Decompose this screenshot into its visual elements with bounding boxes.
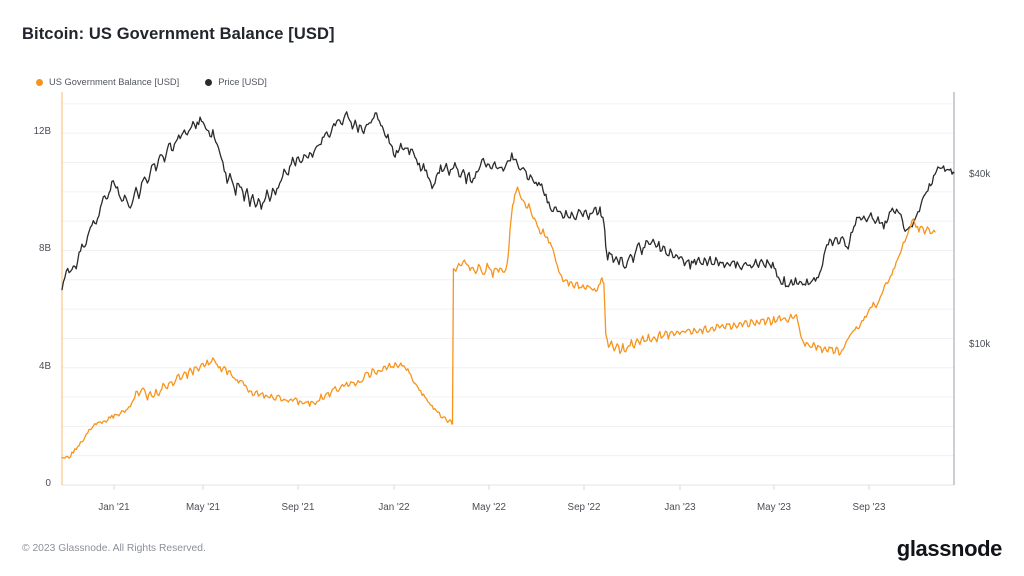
page-title: Bitcoin: US Government Balance [USD] xyxy=(22,25,335,43)
x-axis-tick-0: Jan '21 xyxy=(98,502,130,513)
y-axis-left-tick-2: 8B xyxy=(39,243,51,255)
legend-item-price[interactable]: Price [USD] xyxy=(205,77,267,87)
y-axis-left-tick-0: 0 xyxy=(45,478,51,489)
orange-dot-icon xyxy=(36,78,43,86)
legend-item-us-government-balance[interactable]: US Government Balance [USD] xyxy=(36,77,179,87)
y-axis-left-tick-3: 12B xyxy=(33,126,51,138)
chart-legend: US Government Balance [USD] Price [USD] xyxy=(36,77,267,87)
x-axis-tick-7: May '23 xyxy=(757,502,791,513)
x-axis-tick-3: Jan '22 xyxy=(378,502,410,513)
x-axis-tick-8: Sep '23 xyxy=(852,502,886,513)
legend-item-label: Price [USD] xyxy=(218,77,267,87)
y-axis-right-tick-0: $10k xyxy=(969,338,991,350)
y-axis-right-tick-1: $40k xyxy=(969,169,991,181)
x-axis-tick-2: Sep '21 xyxy=(281,502,315,513)
glassnode-logo: glassnode xyxy=(896,536,1003,561)
x-axis-tick-4: May '22 xyxy=(472,502,506,513)
copyright-text: © 2023 Glassnode. All Rights Reserved. xyxy=(22,543,206,554)
black-dot-icon xyxy=(205,78,213,86)
legend-item-label: US Government Balance [USD] xyxy=(49,77,180,87)
x-axis-tick-1: May '21 xyxy=(186,502,220,513)
y-axis-left-tick-1: 4B xyxy=(39,360,51,372)
x-axis-tick-5: Sep '22 xyxy=(567,502,601,513)
x-axis-tick-6: Jan '23 xyxy=(664,502,696,513)
